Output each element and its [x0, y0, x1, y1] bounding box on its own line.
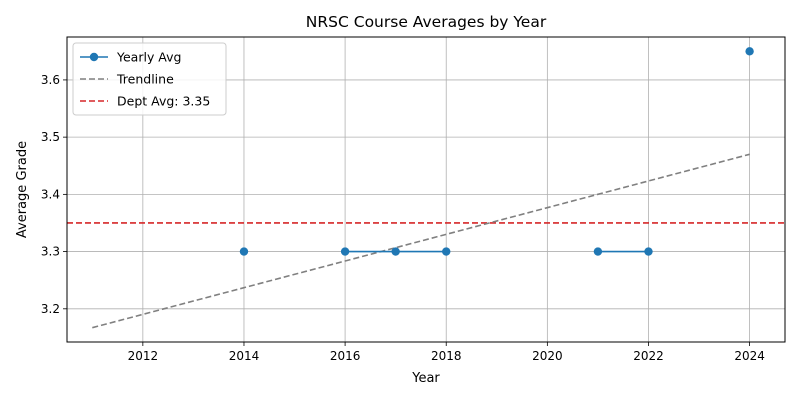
- trendline: [92, 153, 750, 329]
- yearly-avg-point: [593, 247, 603, 256]
- legend-label: Trendline: [116, 72, 174, 87]
- legend-entry: Yearly Avg: [80, 50, 181, 65]
- y-tick-label: 3.4: [41, 187, 60, 201]
- y-axis-label: Average Grade: [15, 141, 30, 238]
- yearly-avg-point: [340, 247, 350, 256]
- x-axis-label: Year: [411, 371, 440, 386]
- yearly-avg-point: [745, 47, 754, 56]
- x-tick-label: 2016: [330, 349, 361, 363]
- chart-title: NRSC Course Averages by Year: [306, 13, 547, 31]
- yearly-avg-point: [644, 247, 653, 256]
- axes-frame: [66, 36, 786, 343]
- yearly-avg-point: [391, 247, 400, 256]
- yearly-avg-point: [442, 247, 451, 256]
- x-tick-label: 2020: [532, 349, 563, 363]
- y-axis: 3.2 3.3 3.4 3.5 3.6: [41, 73, 67, 316]
- legend-label: Yearly Avg: [116, 50, 181, 65]
- x-tick-label: 2012: [128, 349, 159, 363]
- x-tick-label: 2014: [229, 349, 260, 363]
- y-tick-label: 3.5: [41, 130, 60, 144]
- legend-entry: Dept Avg: 3.35: [80, 94, 210, 109]
- legend: Yearly Avg Trendline Dept Avg: 3.35: [72, 42, 227, 116]
- legend-entry: Trendline: [80, 72, 174, 87]
- y-tick-label: 3.6: [41, 73, 60, 87]
- x-tick-label: 2024: [734, 349, 765, 363]
- legend-marker: [89, 52, 99, 62]
- legend-box: [72, 42, 227, 116]
- y-tick-label: 3.3: [41, 245, 60, 259]
- yearly-avg-point: [239, 247, 249, 256]
- x-axis: 2012 2014 2016 2018 2020 2022 2024: [128, 342, 765, 363]
- x-tick-label: 2018: [431, 349, 462, 363]
- x-tick-label: 2022: [633, 349, 664, 363]
- y-tick-label: 3.2: [41, 302, 60, 316]
- plot-area: [67, 47, 785, 329]
- legend-label: Dept Avg: 3.35: [117, 94, 210, 109]
